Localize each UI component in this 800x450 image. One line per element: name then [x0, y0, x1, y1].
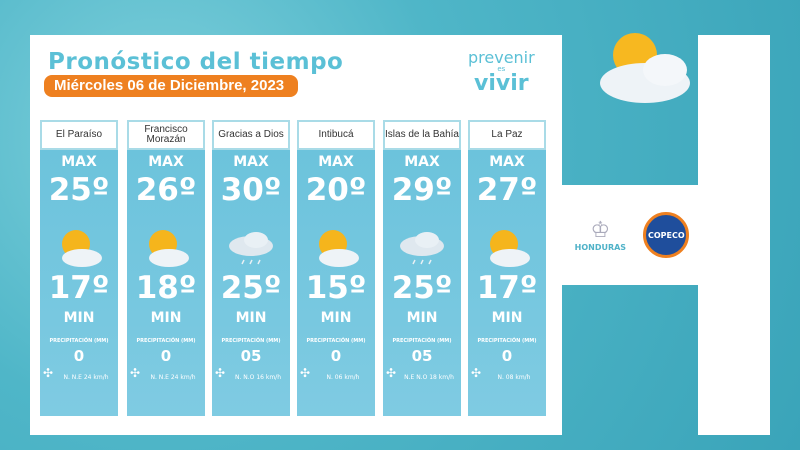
wind-icon: ✣	[215, 366, 226, 380]
brand-line1: prevenir	[468, 48, 535, 67]
precip-value: 0	[160, 347, 172, 365]
max-label: MAX	[61, 154, 97, 170]
max-label: MAX	[148, 154, 184, 170]
min-temp: 15º	[305, 270, 367, 306]
wind-icon: ✣	[386, 366, 397, 380]
wind-icon: ✣	[43, 366, 54, 380]
sun-cloud-icon	[141, 222, 191, 272]
max-temp: 29º	[391, 172, 453, 208]
precip-value: 0	[73, 347, 85, 365]
h-right-leg	[698, 35, 770, 435]
forecast-card: MAX 29º 25º MIN PRECIPITACIÓN (MM) 05 ✣ …	[383, 150, 461, 416]
forecast-card: MAX 26º 18º MIN PRECIPITACIÓN (MM) 0 ✣ N…	[127, 150, 205, 416]
precip-label: PRECIPITACIÓN (MM)	[49, 338, 109, 344]
forecast-column: Intibucá MAX 20º 15º MIN PRECIPITACIÓN (…	[297, 120, 375, 416]
min-temp: 17º	[48, 270, 110, 306]
brand-line3: vivir	[474, 71, 529, 96]
forecast-column: Islas de la Bahía MAX 29º 25º MIN PRECIP…	[383, 120, 461, 416]
prevenir-logo: prevenir es vivir	[468, 50, 535, 95]
min-temp: 18º	[135, 270, 197, 306]
rain-cloud-icon	[397, 222, 447, 272]
max-temp: 27º	[476, 172, 538, 208]
min-label: MIN	[406, 310, 438, 326]
precip-label: PRECIPITACIÓN (MM)	[477, 338, 537, 344]
precip-label: PRECIPITACIÓN (MM)	[136, 338, 196, 344]
sun-cloud-icon	[482, 222, 532, 272]
rain-cloud-icon	[226, 222, 276, 272]
max-label: MAX	[489, 154, 525, 170]
page-title: Pronóstico del tiempo	[48, 49, 344, 75]
max-temp: 30º	[220, 172, 282, 208]
min-temp: 25º	[391, 270, 453, 306]
forecast-panel: Pronóstico del tiempo Miércoles 06 de Di…	[30, 35, 562, 435]
department-name: Intibucá	[297, 120, 375, 150]
max-temp: 25º	[48, 172, 110, 208]
copeco-logo: COPECO	[643, 212, 690, 258]
forecast-card: MAX 27º 17º MIN PRECIPITACIÓN (MM) 0 ✣ N…	[468, 150, 546, 416]
sun-cloud-icon	[54, 222, 104, 272]
precip-value: 0	[501, 347, 513, 365]
brand-line2: es	[497, 65, 506, 73]
min-label: MIN	[63, 310, 95, 326]
department-name: El Paraíso	[40, 120, 118, 150]
max-temp: 26º	[135, 172, 197, 208]
forecast-column: Gracias a Dios MAX 30º 25º MIN PRECIPITA…	[212, 120, 290, 416]
wind-text: N. N.E 24 km/h	[150, 374, 196, 381]
min-temp: 25º	[220, 270, 282, 306]
honduras-logo: ♔ HONDURAS	[574, 218, 627, 252]
department-name: La Paz	[468, 120, 546, 150]
copeco-text: COPECO	[648, 230, 685, 240]
min-label: MIN	[320, 310, 352, 326]
date-banner: Miércoles 06 de Diciembre, 2023	[44, 75, 298, 97]
wind-text: N. 06 km/h	[326, 374, 360, 381]
wind-text: N. N.O 16 km/h	[234, 374, 281, 381]
precip-label: PRECIPITACIÓN (MM)	[392, 338, 452, 344]
forecast-card: MAX 20º 15º MIN PRECIPITACIÓN (MM) 0 ✣ N…	[297, 150, 375, 416]
min-label: MIN	[235, 310, 267, 326]
sun-cloud-icon	[600, 33, 690, 103]
precip-label: PRECIPITACIÓN (MM)	[221, 338, 281, 344]
wind-text: N. 08 km/h	[497, 374, 531, 381]
max-label: MAX	[233, 154, 269, 170]
forecast-card: MAX 25º 17º MIN PRECIPITACIÓN (MM) 0 ✣ N…	[40, 150, 118, 416]
forecast-column: El Paraíso MAX 25º 17º MIN PRECIPITACIÓN…	[40, 120, 118, 416]
honduras-text: HONDURAS	[574, 243, 627, 252]
wind-text: N.E N.O 18 km/h	[404, 374, 454, 381]
logos: ♔ HONDURAS COPECO	[566, 185, 698, 285]
max-label: MAX	[318, 154, 354, 170]
wind-icon: ✣	[130, 366, 141, 380]
precip-label: PRECIPITACIÓN (MM)	[306, 338, 366, 344]
min-label: MIN	[150, 310, 182, 326]
min-label: MIN	[491, 310, 523, 326]
department-name: Gracias a Dios	[212, 120, 290, 150]
department-name: Francisco Morazán	[127, 120, 205, 150]
precip-value: 05	[411, 347, 433, 365]
wind-icon: ✣	[300, 366, 311, 380]
max-label: MAX	[404, 154, 440, 170]
sun-cloud-icon	[311, 222, 361, 272]
max-temp: 20º	[305, 172, 367, 208]
wind-text: N. N.E 24 km/h	[63, 374, 109, 381]
min-temp: 17º	[476, 270, 538, 306]
forecast-column: La Paz MAX 27º 17º MIN PRECIPITACIÓN (MM…	[468, 120, 546, 416]
precip-value: 05	[240, 347, 262, 365]
forecast-column: Francisco Morazán MAX 26º 18º MIN PRECIP…	[127, 120, 205, 416]
precip-value: 0	[330, 347, 342, 365]
department-name: Islas de la Bahía	[383, 120, 461, 150]
forecast-card: MAX 30º 25º MIN PRECIPITACIÓN (MM) 05 ✣ …	[212, 150, 290, 416]
wind-icon: ✣	[471, 366, 482, 380]
